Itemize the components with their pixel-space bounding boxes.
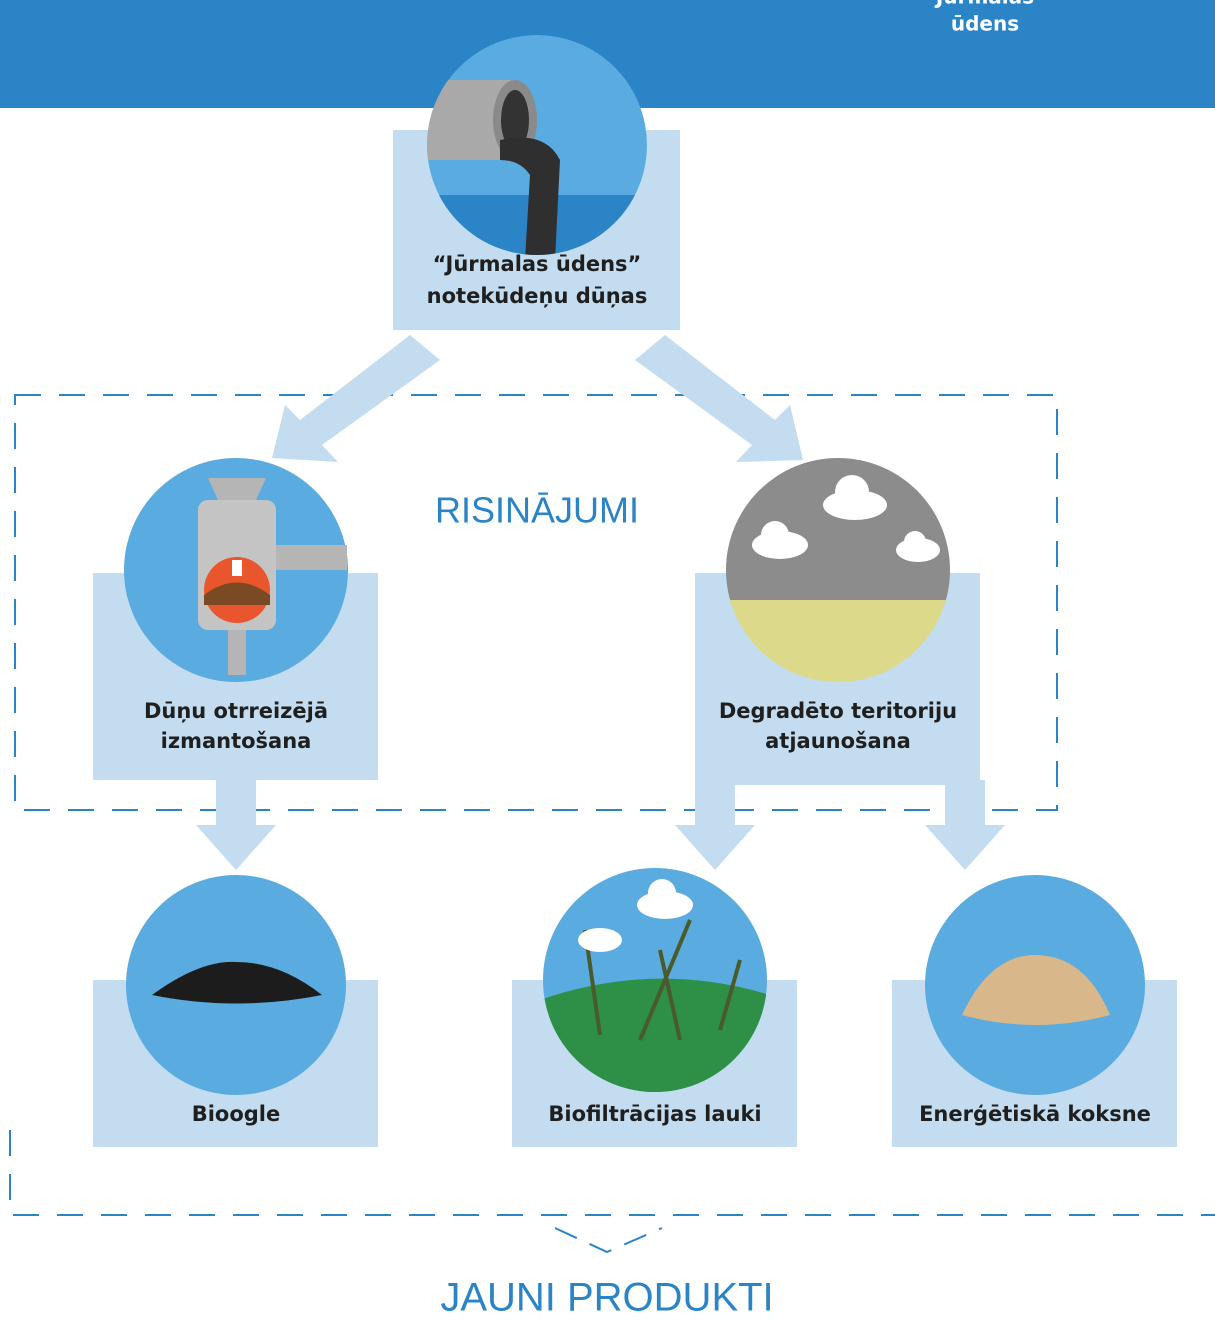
group-title: RISINĀJUMI bbox=[435, 490, 639, 531]
logo-text: Jūrmalas bbox=[934, 0, 1034, 9]
node-label: Dūņu otrreizējā bbox=[144, 699, 328, 723]
diagram: Jūrmalas ūdens bbox=[0, 0, 1215, 1333]
arrow bbox=[272, 335, 440, 462]
arrow bbox=[675, 780, 1005, 870]
icon-woodchips bbox=[925, 875, 1145, 1095]
icon-biochar bbox=[126, 875, 346, 1095]
node-label: Bioogle bbox=[192, 1102, 281, 1126]
node-label: izmantošana bbox=[161, 729, 312, 753]
logo-text: ūdens bbox=[951, 12, 1019, 36]
node-label: Degradēto teritoriju bbox=[719, 699, 957, 723]
chevron bbox=[555, 1228, 662, 1252]
page: Jūrmalas ūdens bbox=[0, 0, 1215, 1333]
icon-furnace bbox=[124, 458, 348, 682]
arrow bbox=[635, 335, 803, 462]
node-label: Enerģētiskā koksne bbox=[919, 1102, 1151, 1126]
node-label: notekūdeņu dūņas bbox=[427, 284, 648, 308]
arrow bbox=[196, 780, 276, 870]
node-label: “Jūrmalas ūdens” bbox=[433, 252, 642, 276]
group-title: JAUNI PRODUKTI bbox=[440, 1276, 773, 1320]
node-label: atjaunošana bbox=[765, 729, 911, 753]
node-label: Biofiltrācijas lauki bbox=[548, 1102, 761, 1126]
